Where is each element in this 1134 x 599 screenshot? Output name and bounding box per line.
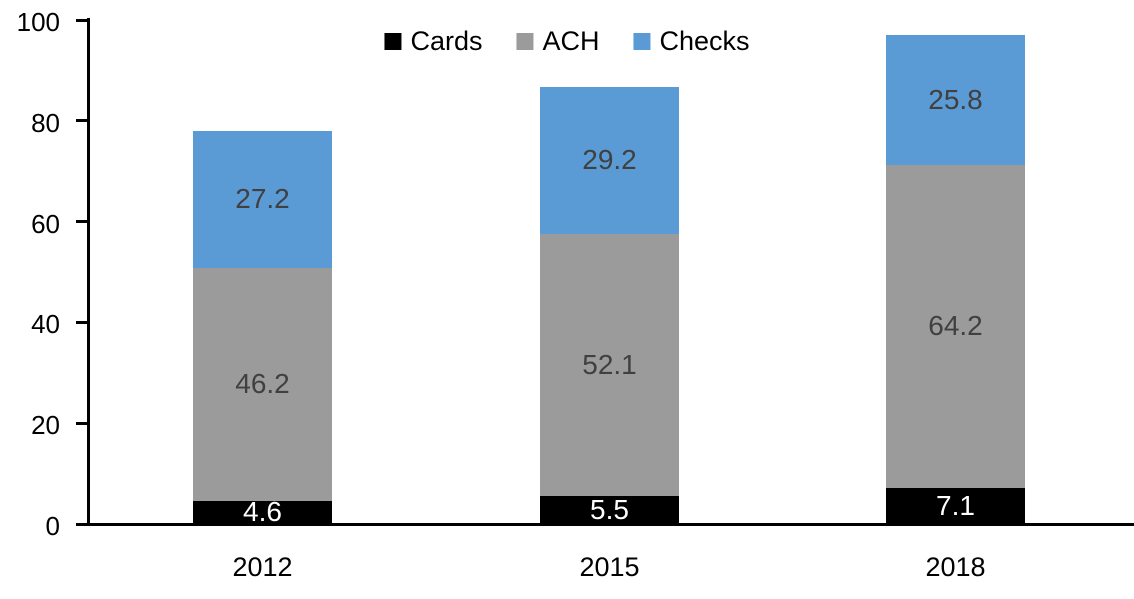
data-label-ach-2012: 46.2 <box>235 368 290 400</box>
y-axis-tick <box>76 522 90 526</box>
bar-segment-ach-2018: 64.2 <box>886 164 1025 489</box>
ach-legend-swatch <box>516 33 534 50</box>
y-axis-tick-label: 60 <box>31 208 60 239</box>
y-axis-tick-label: 80 <box>31 107 60 138</box>
y-axis-tick-label: 20 <box>31 410 60 441</box>
y-axis-tick <box>76 220 90 224</box>
x-axis-label-2018: 2018 <box>925 552 986 582</box>
bar-segment-checks-2012: 27.2 <box>193 130 332 268</box>
data-label-ach-2018: 64.2 <box>928 310 983 342</box>
data-label-cards-2018: 7.1 <box>936 490 975 522</box>
data-label-cards-2015: 5.5 <box>590 494 629 526</box>
bar-segment-checks-2015: 29.2 <box>540 86 679 234</box>
data-label-cards-2012: 4.6 <box>243 496 282 528</box>
y-axis-tick-label: 0 <box>45 511 60 541</box>
checks-legend-label: Checks <box>659 26 750 56</box>
y-axis-tick <box>76 421 90 425</box>
data-label-ach-2015: 52.1 <box>582 348 637 380</box>
x-axis-label-2015: 2015 <box>579 552 640 582</box>
bar-segment-cards-2012: 4.6 <box>193 496 332 528</box>
bar-segment-cards-2015: 5.5 <box>540 496 679 524</box>
legend-item-cards: Cards <box>384 28 482 55</box>
x-axis-label-2012: 2012 <box>232 552 293 582</box>
chart-legend: Cards ACH Checks <box>384 26 750 56</box>
y-axis-line <box>87 18 90 526</box>
y-axis-tick-label: 100 <box>16 7 60 37</box>
bar-segment-cards-2018: 7.1 <box>886 488 1025 524</box>
y-axis-tick <box>76 18 90 22</box>
y-axis-tick <box>76 119 90 123</box>
bar-segment-checks-2018: 25.8 <box>886 34 1025 165</box>
bar-segment-ach-2015: 52.1 <box>540 233 679 497</box>
cards-legend-swatch <box>384 33 402 50</box>
cards-legend-label: Cards <box>410 26 483 56</box>
data-label-checks-2015: 29.2 <box>582 144 637 176</box>
y-axis-tick <box>76 320 90 324</box>
y-axis-tick-label: 40 <box>31 309 60 340</box>
checks-legend-swatch <box>633 33 651 50</box>
bar-segment-ach-2012: 46.2 <box>193 267 332 501</box>
legend-item-checks: Checks <box>633 26 750 56</box>
x-axis-line <box>87 523 1134 526</box>
data-label-checks-2018: 25.8 <box>928 83 983 115</box>
legend-item-ach: ACH <box>516 26 600 56</box>
ach-legend-label: ACH <box>542 26 600 56</box>
data-label-checks-2012: 27.2 <box>235 183 290 215</box>
